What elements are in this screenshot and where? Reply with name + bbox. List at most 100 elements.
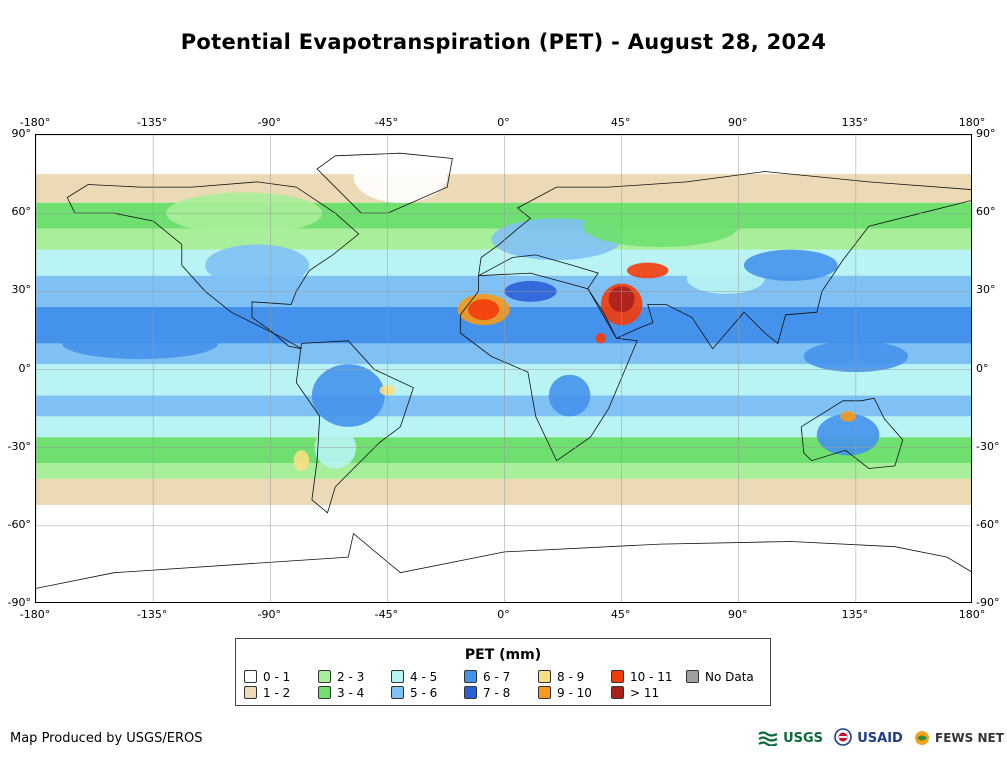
legend-label: 1 - 2 [263,686,291,700]
fewsnet-logo: FEWS NET [914,727,1004,746]
legend-item: 5 - 6 [391,686,437,700]
legend-item: 8 - 9 [538,670,584,684]
usaid-logo-text: USAID [857,730,903,746]
lon-label-top: 0° [497,116,510,129]
legend-swatch [611,670,624,683]
pet-region [686,262,765,294]
continent-outline [295,340,414,514]
lat-label-left: 0° [18,361,32,375]
legend-item: 2 - 3 [318,670,364,684]
legend-label: 4 - 5 [410,670,438,684]
pet-region [582,205,739,248]
pet-band [36,437,971,464]
lon-label-bottom: 45° [610,608,631,621]
legend-swatch [611,686,624,699]
continent-outline [316,152,453,214]
pet-region [626,262,669,279]
legend-label: 8 - 9 [557,670,585,684]
lon-label-top: 135° [841,116,869,129]
map-title: Potential Evapotranspiration (PET) - Aug… [180,30,827,54]
usgs-wave-icon [758,730,778,747]
lat-label-right: -30° [976,439,1000,453]
lon-label-top: -90° [257,116,281,129]
legend-swatch [391,686,404,699]
legend-label: 2 - 3 [337,670,365,684]
producer-credit: Map Produced by USGS/EROS [10,731,203,746]
lon-label-bottom: 135° [841,608,869,621]
lon-label-bottom: 180° [958,608,986,621]
continent-outline [478,171,971,350]
legend-label: 7 - 8 [483,686,511,700]
pet-region [548,374,591,417]
legend-swatch [538,670,551,683]
lat-label-right: -90° [976,596,1000,609]
legend-label: 6 - 7 [483,670,511,684]
lat-label-right: 90° [976,127,996,140]
legend-swatch [244,670,257,683]
lon-label-bottom: 0° [497,608,510,621]
lon-label-bottom: 90° [728,608,748,621]
lat-label-right: 0° [976,361,989,375]
legend-item: 4 - 5 [391,670,437,684]
lat-label-left: 60° [11,205,32,219]
legend-item: > 11 [611,686,659,700]
pet-region [311,364,385,427]
pet-region [840,411,856,422]
legend-label: 5 - 6 [410,686,438,700]
pet-map-canvas [36,135,971,602]
legend-swatch [318,686,331,699]
lon-label-top: -180° [19,116,51,129]
lat-label-left: -90° [7,596,31,609]
usgs-logo-text: USGS [783,731,824,746]
legend-label: 9 - 10 [557,686,592,700]
pet-region [62,327,219,360]
legend-swatch [538,686,551,699]
legend-label: No Data [705,670,754,684]
legend-label: 0 - 1 [263,670,291,684]
pet-region [816,413,880,456]
legend-swatch [244,686,257,699]
legend-swatch [464,670,477,683]
legend-label: 10 - 11 [630,670,673,684]
legend-label: 3 - 4 [337,686,365,700]
pet-band [36,343,971,365]
lon-label-top: 180° [958,116,986,129]
legend-item: 0 - 1 [244,670,290,684]
legend-title: PET (mm) [464,647,542,663]
continent-outline [459,272,638,462]
lon-label-top: 90° [728,116,748,129]
legend-swatch [686,670,699,683]
legend-item: 9 - 10 [538,686,592,700]
lon-label-bottom: -135° [136,608,168,621]
pet-band [36,135,971,175]
legend-item: 7 - 8 [464,686,510,700]
footer-logos: USGS USAID FEWS NET [758,726,1007,752]
usaid-logo: USAID [834,727,903,747]
lat-label-left: 90° [11,127,32,140]
legend-swatch [318,670,331,683]
lon-label-top: -135° [136,116,168,129]
legend-item: 6 - 7 [464,670,510,684]
fewsnet-globe-icon [914,730,929,745]
legend-item: No Data [686,670,754,684]
pet-band [36,416,971,438]
pet-map [35,134,972,603]
usgs-logo: USGS [758,727,824,747]
pet-region [353,150,448,203]
lon-label-bottom: -90° [257,608,281,621]
lon-label-bottom: -180° [19,608,51,621]
legend-swatch [391,670,404,683]
continent-outline [66,181,360,350]
legend-item: 1 - 2 [244,686,290,700]
legend-label: > 11 [630,686,660,700]
legend-item: 10 - 11 [611,670,673,684]
lat-label-left: 30° [11,283,32,297]
lon-label-top: -45° [374,116,399,129]
legend-item: 3 - 4 [318,686,364,700]
lat-label-right: 60° [976,205,996,219]
legend: PET (mm) 0 - 1 1 - 2 2 - 3 3 - 4 4 - 5 5 - 6 6… [235,638,771,706]
lat-label-left: -60° [7,517,31,531]
lat-label-right: 30° [976,283,996,297]
legend-swatch [464,686,477,699]
lat-label-right: -60° [976,517,1000,531]
